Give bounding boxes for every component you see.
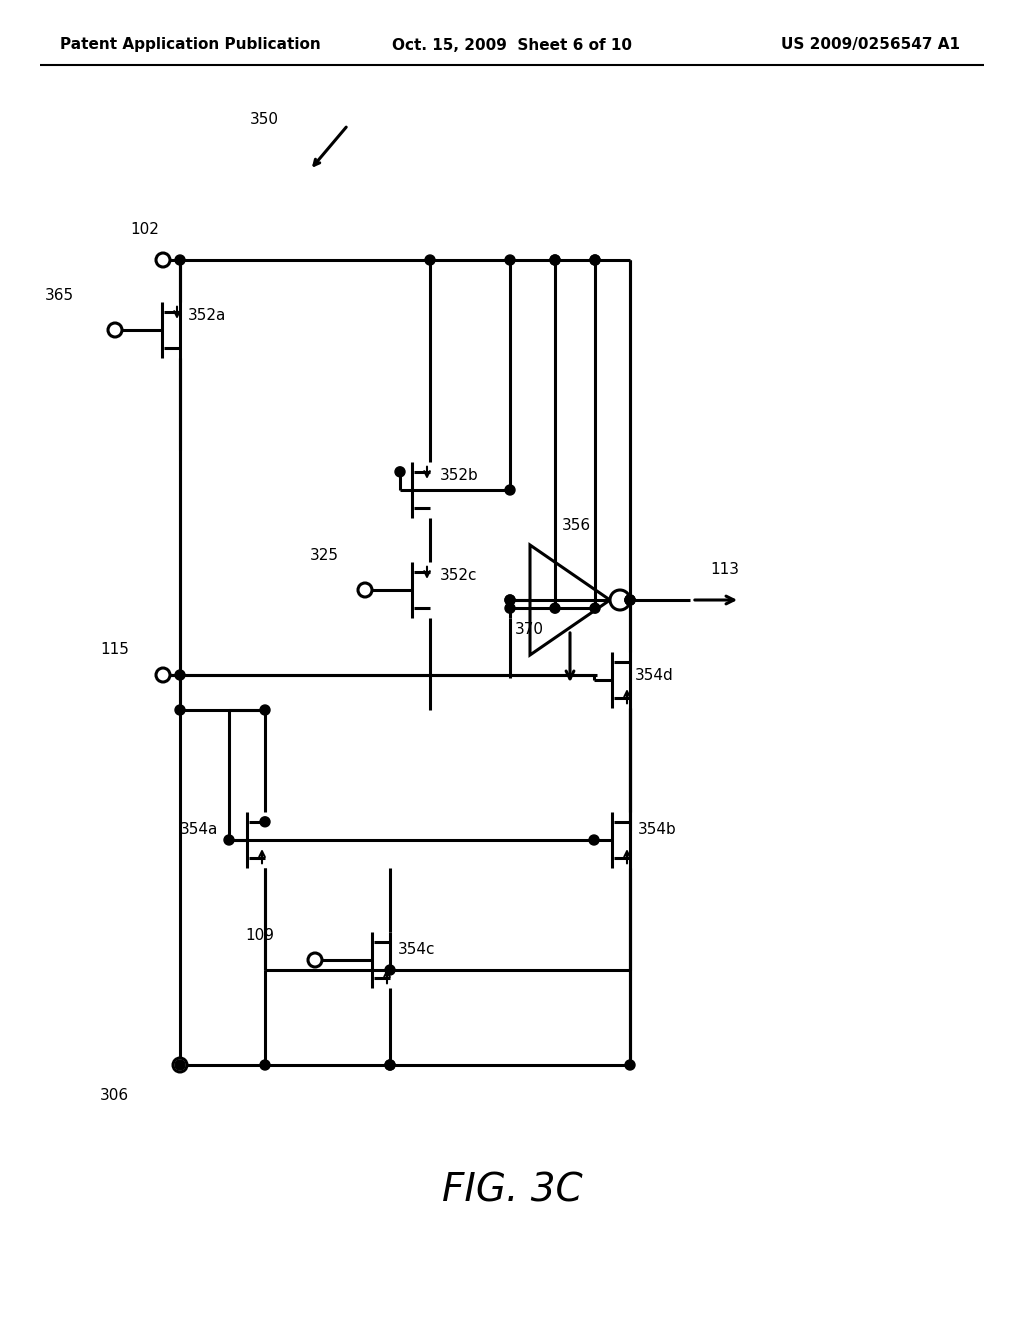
Text: 352a: 352a [188,308,226,322]
Circle shape [590,255,600,265]
Text: 325: 325 [310,548,339,562]
Circle shape [550,255,560,265]
Text: 365: 365 [45,288,74,302]
Text: 113: 113 [710,562,739,578]
Circle shape [625,595,635,605]
Circle shape [175,671,185,680]
Text: FIG. 3C: FIG. 3C [441,1171,583,1209]
Text: 115: 115 [100,643,129,657]
Circle shape [260,1060,270,1071]
Circle shape [590,603,600,614]
Circle shape [260,817,270,826]
Text: 306: 306 [100,1088,129,1102]
Text: 352c: 352c [440,568,477,582]
Text: 354b: 354b [638,822,677,837]
Circle shape [156,668,170,682]
Text: 352b: 352b [440,467,479,483]
Circle shape [260,705,270,715]
Circle shape [610,590,630,610]
Text: 102: 102 [130,223,159,238]
Circle shape [224,836,234,845]
Text: US 2009/0256547 A1: US 2009/0256547 A1 [781,37,961,53]
Circle shape [625,1060,635,1071]
Circle shape [175,705,185,715]
Text: 370: 370 [515,623,544,638]
Circle shape [505,255,515,265]
Text: Oct. 15, 2009  Sheet 6 of 10: Oct. 15, 2009 Sheet 6 of 10 [392,37,632,53]
Circle shape [589,836,599,845]
Circle shape [308,953,322,968]
Circle shape [550,255,560,265]
Circle shape [505,595,515,605]
Circle shape [175,1060,185,1071]
Circle shape [550,603,560,614]
Circle shape [590,255,600,265]
Circle shape [173,1059,187,1072]
Circle shape [175,255,185,265]
Circle shape [358,583,372,597]
Circle shape [505,603,515,614]
Circle shape [505,595,515,605]
Text: Patent Application Publication: Patent Application Publication [60,37,321,53]
Circle shape [108,323,122,337]
Text: 354d: 354d [635,668,674,682]
Circle shape [385,1060,395,1071]
Circle shape [385,1060,395,1071]
Circle shape [505,484,515,495]
Circle shape [625,595,635,605]
Circle shape [395,467,406,477]
Circle shape [625,595,635,605]
Text: 356: 356 [562,517,591,532]
Text: 354c: 354c [398,942,435,957]
Text: 354a: 354a [180,822,218,837]
Circle shape [156,253,170,267]
Circle shape [425,255,435,265]
Text: 350: 350 [250,112,279,128]
Circle shape [385,965,395,975]
Text: 109: 109 [245,928,274,942]
